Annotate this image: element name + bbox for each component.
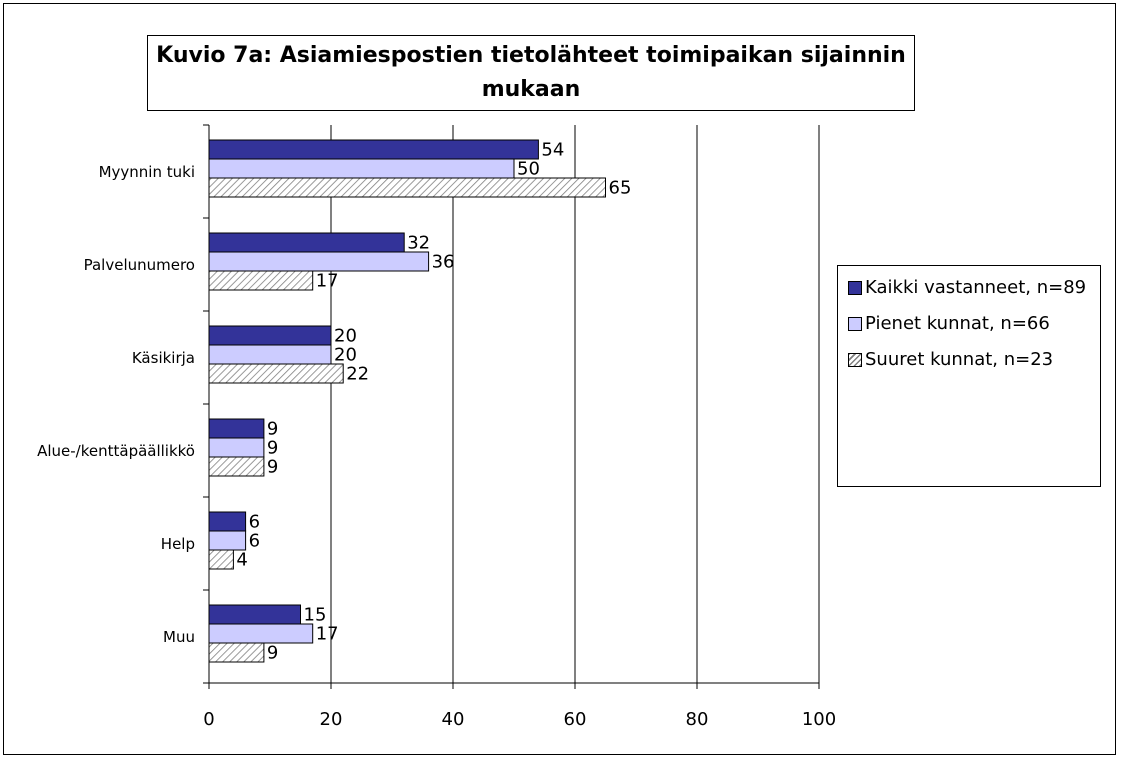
value-label: 32 — [407, 233, 430, 254]
y-tick-label: Muu — [163, 627, 195, 646]
value-label: 54 — [541, 140, 564, 161]
legend-entry: Suuret kunnat, n=23 — [848, 348, 1092, 372]
bar — [208, 623, 314, 644]
x-tick-label: 100 — [802, 709, 836, 730]
bar — [208, 325, 332, 346]
bar — [208, 344, 332, 365]
value-label: 9 — [267, 643, 278, 664]
value-label: 50 — [517, 159, 540, 180]
x-tick-label: 60 — [564, 709, 587, 730]
value-label: 36 — [432, 252, 455, 273]
chart-frame — [3, 3, 1116, 755]
x-tick-label: 40 — [442, 709, 465, 730]
x-tick-label: 80 — [686, 709, 709, 730]
legend-label: Suuret kunnat, n=23 — [865, 349, 1054, 370]
bar — [208, 604, 301, 625]
value-label: 15 — [304, 605, 327, 626]
bar — [208, 418, 265, 439]
bar — [208, 251, 430, 272]
y-tick-label: Help — [160, 534, 195, 553]
value-label: 17 — [316, 271, 339, 292]
legend-label: Kaikki vastanneet, n=89 — [865, 277, 1087, 298]
value-label: 20 — [334, 326, 357, 347]
legend-swatch — [848, 281, 862, 295]
y-tick-label: Alue-/kenttäpäällikkö — [37, 441, 195, 460]
legend-swatch — [848, 353, 862, 367]
bar — [208, 530, 247, 551]
bar — [208, 177, 606, 198]
bar — [208, 437, 265, 458]
bar — [208, 270, 314, 291]
bar — [208, 642, 265, 663]
x-tick-label: 20 — [320, 709, 343, 730]
legend-label: Pienet kunnat, n=66 — [865, 313, 1050, 334]
legend-swatch — [848, 317, 862, 331]
value-label: 9 — [267, 457, 278, 478]
x-tick-label: 0 — [203, 709, 214, 730]
bar — [208, 158, 515, 179]
legend-entry: Kaikki vastanneet, n=89 — [848, 276, 1092, 300]
y-tick-label: Palvelunumero — [83, 255, 195, 274]
value-label: 9 — [267, 419, 278, 440]
bar — [208, 232, 405, 253]
bar — [208, 456, 265, 477]
value-label: 22 — [346, 364, 369, 385]
bar — [208, 363, 344, 384]
value-label: 20 — [334, 345, 357, 366]
plot-area — [209, 125, 819, 683]
value-label: 4 — [236, 550, 247, 571]
y-tick-label: Käsikirja — [131, 348, 195, 367]
bar — [208, 511, 247, 532]
value-label: 65 — [609, 178, 632, 199]
legend-entry: Pienet kunnat, n=66 — [848, 312, 1092, 336]
chart-title: Kuvio 7a: Asiamiespostien tietolähteet t… — [147, 35, 915, 111]
value-label: 6 — [249, 512, 260, 533]
legend: Kaikki vastanneet, n=89 Pienet kunnat, n=… — [837, 265, 1101, 487]
bar — [208, 549, 234, 570]
bar — [208, 139, 539, 160]
value-label: 6 — [249, 531, 260, 552]
value-label: 17 — [316, 624, 339, 645]
y-tick-label: Myynnin tuki — [98, 162, 195, 181]
value-label: 9 — [267, 438, 278, 459]
